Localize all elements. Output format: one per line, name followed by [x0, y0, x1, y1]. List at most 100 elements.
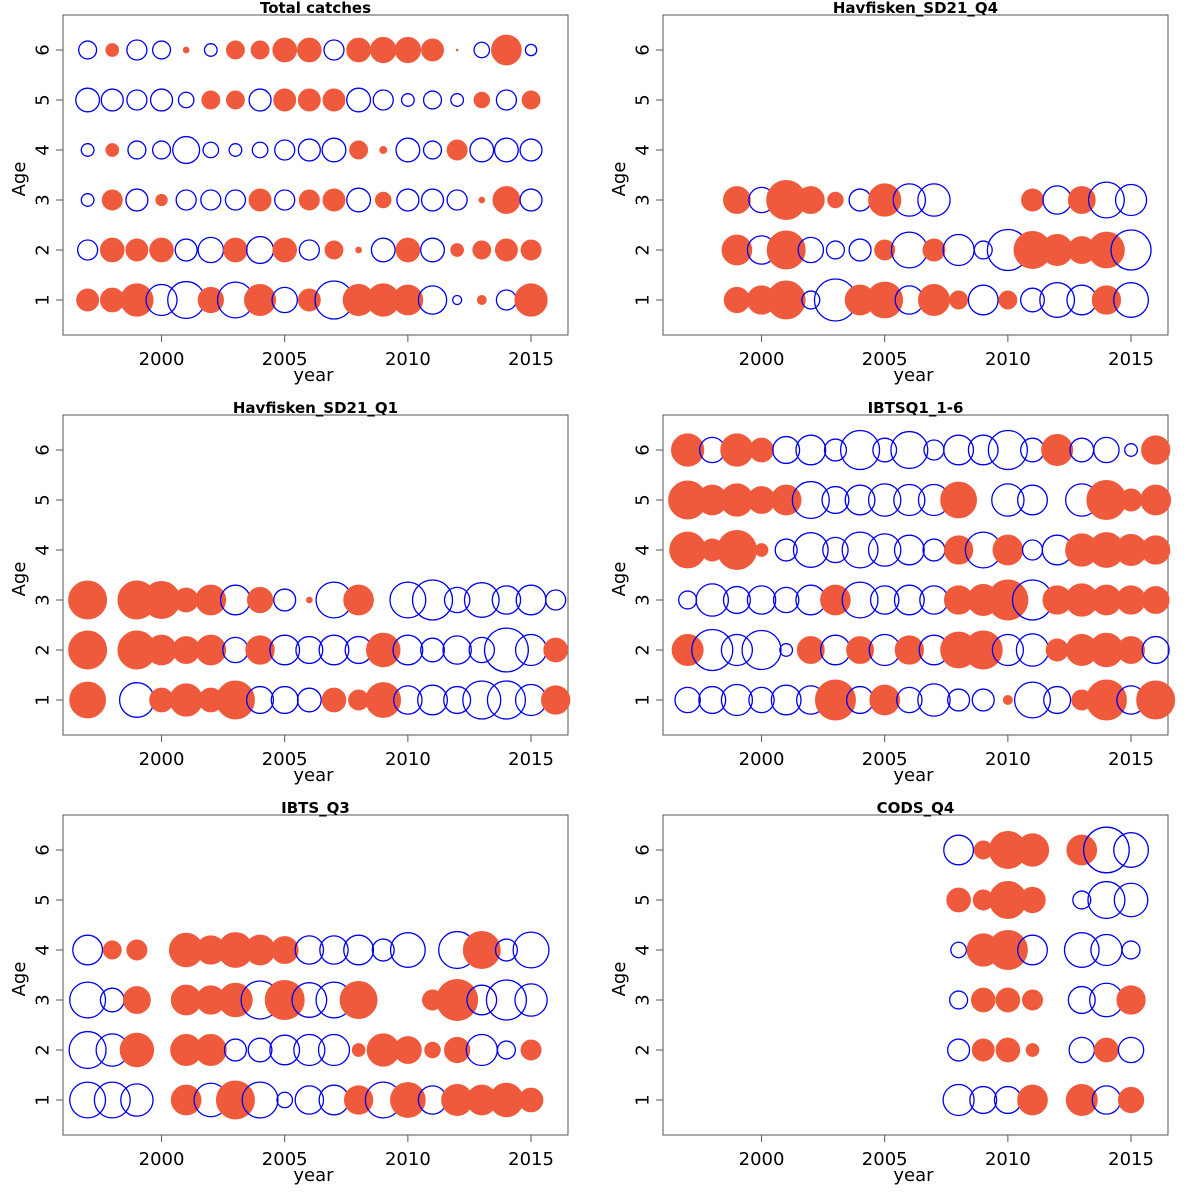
bubble-negative [1124, 443, 1139, 457]
y-tick-label: 1 [633, 694, 654, 705]
bubble-negative [443, 685, 472, 715]
bubble-positive [366, 632, 401, 668]
bubble-positive [244, 284, 277, 316]
panel-title: IBTSQ1_1-6 [868, 399, 964, 417]
bubble-negative [1067, 985, 1096, 1015]
bubble-positive [126, 939, 148, 961]
y-tick-label: 2 [633, 644, 654, 655]
bubble-positive [225, 90, 245, 110]
bubble-positive [722, 186, 751, 214]
panel-2: Havfisken_SD21_Q4 2000 2005 2010 2015 year 1 2 3… [609, 0, 1169, 386]
bubble-positive [343, 584, 374, 616]
bubble-positive [218, 982, 253, 1018]
y-tick-label: 6 [33, 444, 54, 455]
bubble-negative [695, 583, 730, 617]
panel-1: Total catches 2000 2005 2010 2015 year 1 2 3 4 5 6 A… [9, 0, 569, 386]
bubble-positive [1021, 188, 1044, 212]
bubble-positive [182, 46, 190, 54]
bubble-positive [76, 288, 100, 312]
bubble-negative [848, 238, 872, 262]
bubble-positive [365, 682, 402, 718]
bubble-negative [420, 637, 445, 663]
panel-title: Total catches [260, 0, 371, 17]
bubble-negative [343, 934, 375, 966]
bubble-negative [792, 532, 829, 568]
panel-title: CODS_Q4 [877, 799, 955, 817]
bubble-positive [105, 43, 120, 57]
y-tick-label: 5 [633, 494, 654, 505]
bubble-negative [969, 1085, 998, 1115]
bubble-negative [678, 590, 698, 610]
bubble-positive [992, 534, 1024, 566]
bubble-negative [295, 635, 324, 665]
bubble-negative [1017, 934, 1048, 966]
bubble-negative [545, 589, 567, 611]
panel-title: Havfisken_SD21_Q1 [233, 399, 398, 417]
bubble-positive [195, 584, 227, 616]
bubble-positive [543, 637, 569, 663]
bubble-positive [298, 189, 320, 211]
bubble-negative [890, 231, 928, 269]
bubble-negative [76, 239, 99, 261]
bubble-positive [922, 238, 946, 262]
bubble-negative [923, 439, 945, 461]
bubble-negative [698, 685, 727, 715]
bubble-positive [520, 239, 542, 261]
bubble-positive [201, 90, 221, 110]
bubble-positive [101, 189, 123, 211]
y-tick-label: 4 [633, 144, 654, 155]
bubble-negative [273, 588, 297, 612]
bubble-positive [450, 243, 464, 257]
bubble-negative [420, 237, 445, 263]
y-tick-label: 1 [633, 294, 654, 305]
bubble-negative [1113, 282, 1150, 318]
bubble-positive [455, 48, 459, 52]
bubble-negative [947, 1038, 971, 1062]
bubble-negative [197, 236, 225, 264]
bubble-positive [248, 188, 272, 212]
bubble-positive [970, 987, 996, 1013]
bubble-positive [1117, 1086, 1145, 1114]
bubble-negative [200, 189, 222, 211]
bubble-positive [874, 239, 896, 261]
bubble-positive [346, 37, 371, 63]
y-tick-label: 3 [33, 594, 54, 605]
bubble-positive [1019, 886, 1046, 914]
bubble-positive [297, 37, 322, 63]
bubble-positive [963, 630, 1003, 670]
y-tick-label: 6 [33, 44, 54, 55]
y-tick-label: 4 [633, 944, 654, 955]
y-tick-label: 5 [633, 894, 654, 905]
bubble-positive [306, 596, 313, 604]
bubble-negative [151, 140, 172, 160]
bubble-positive [125, 238, 149, 262]
bubble-positive [987, 930, 1028, 970]
bubble-negative [967, 284, 999, 316]
y-axis-label: Age [9, 162, 30, 197]
bubble-positive [1141, 435, 1171, 465]
bubble-positive [446, 139, 468, 161]
y-axis-label: Age [609, 162, 630, 197]
bubble-negative [947, 688, 971, 712]
bubble-positive [169, 683, 203, 717]
bubble-positive [1066, 834, 1098, 866]
bubble-negative [468, 636, 496, 664]
bubble-negative [797, 236, 825, 264]
bubble-negative [1063, 932, 1100, 968]
bubble-negative [296, 687, 322, 713]
y-tick-label: 3 [633, 994, 654, 1005]
bubble-negative [1113, 832, 1150, 868]
bubble-negative [524, 43, 538, 57]
bubble-negative [519, 188, 543, 212]
x-tick-label: 2000 [139, 749, 185, 770]
bubble-positive [170, 1084, 202, 1116]
bubble-negative [69, 1081, 107, 1119]
x-axis-label: year [293, 765, 334, 786]
bubble-negative [321, 137, 347, 163]
bubble-negative [1121, 940, 1141, 960]
bubble-negative [770, 684, 802, 716]
bubble-negative [720, 683, 754, 717]
y-tick-label: 3 [633, 594, 654, 605]
bubble-negative [100, 88, 124, 112]
bubble-negative [422, 140, 443, 160]
